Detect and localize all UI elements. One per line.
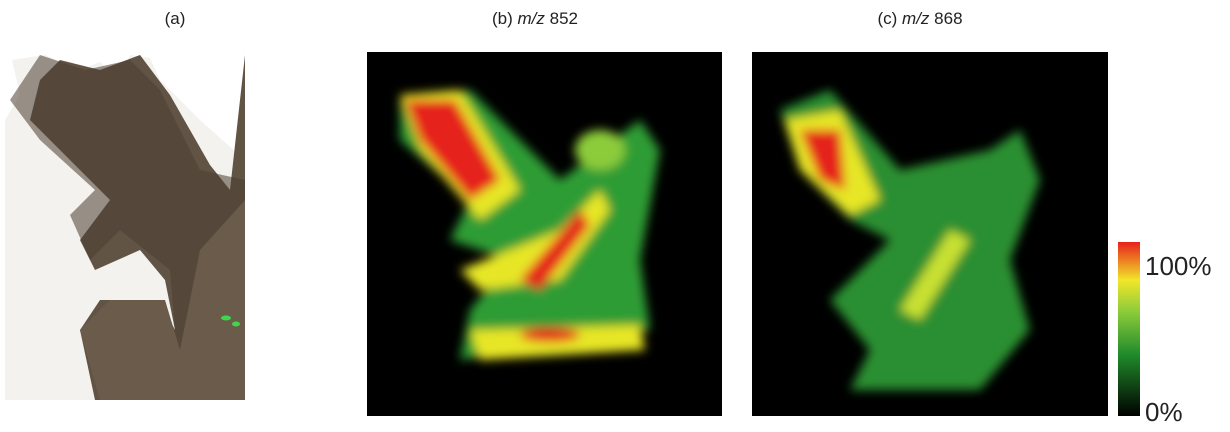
mass-label: 868 <box>934 9 962 28</box>
panel-label: (b) <box>492 9 513 28</box>
ion-image <box>752 52 1108 416</box>
ion-label: m/z <box>902 9 930 28</box>
mass-label: 852 <box>550 9 578 28</box>
ion-image <box>367 52 722 416</box>
panel-title: (b) m/z 852 <box>492 9 578 28</box>
colorbar-min-label: 0% <box>1145 397 1183 427</box>
ion-label: m/z <box>518 9 546 28</box>
panel-title: (c) m/z 868 <box>877 9 962 28</box>
colorbar-max-label: 100% <box>1145 251 1212 281</box>
panel-label: (a) <box>165 9 186 28</box>
panel-label: (c) <box>877 9 897 28</box>
colorbar <box>1118 242 1140 416</box>
figure: (a) (b) m/z 852 (c) m/z 868 <box>0 0 1230 427</box>
optical-image <box>5 55 245 400</box>
